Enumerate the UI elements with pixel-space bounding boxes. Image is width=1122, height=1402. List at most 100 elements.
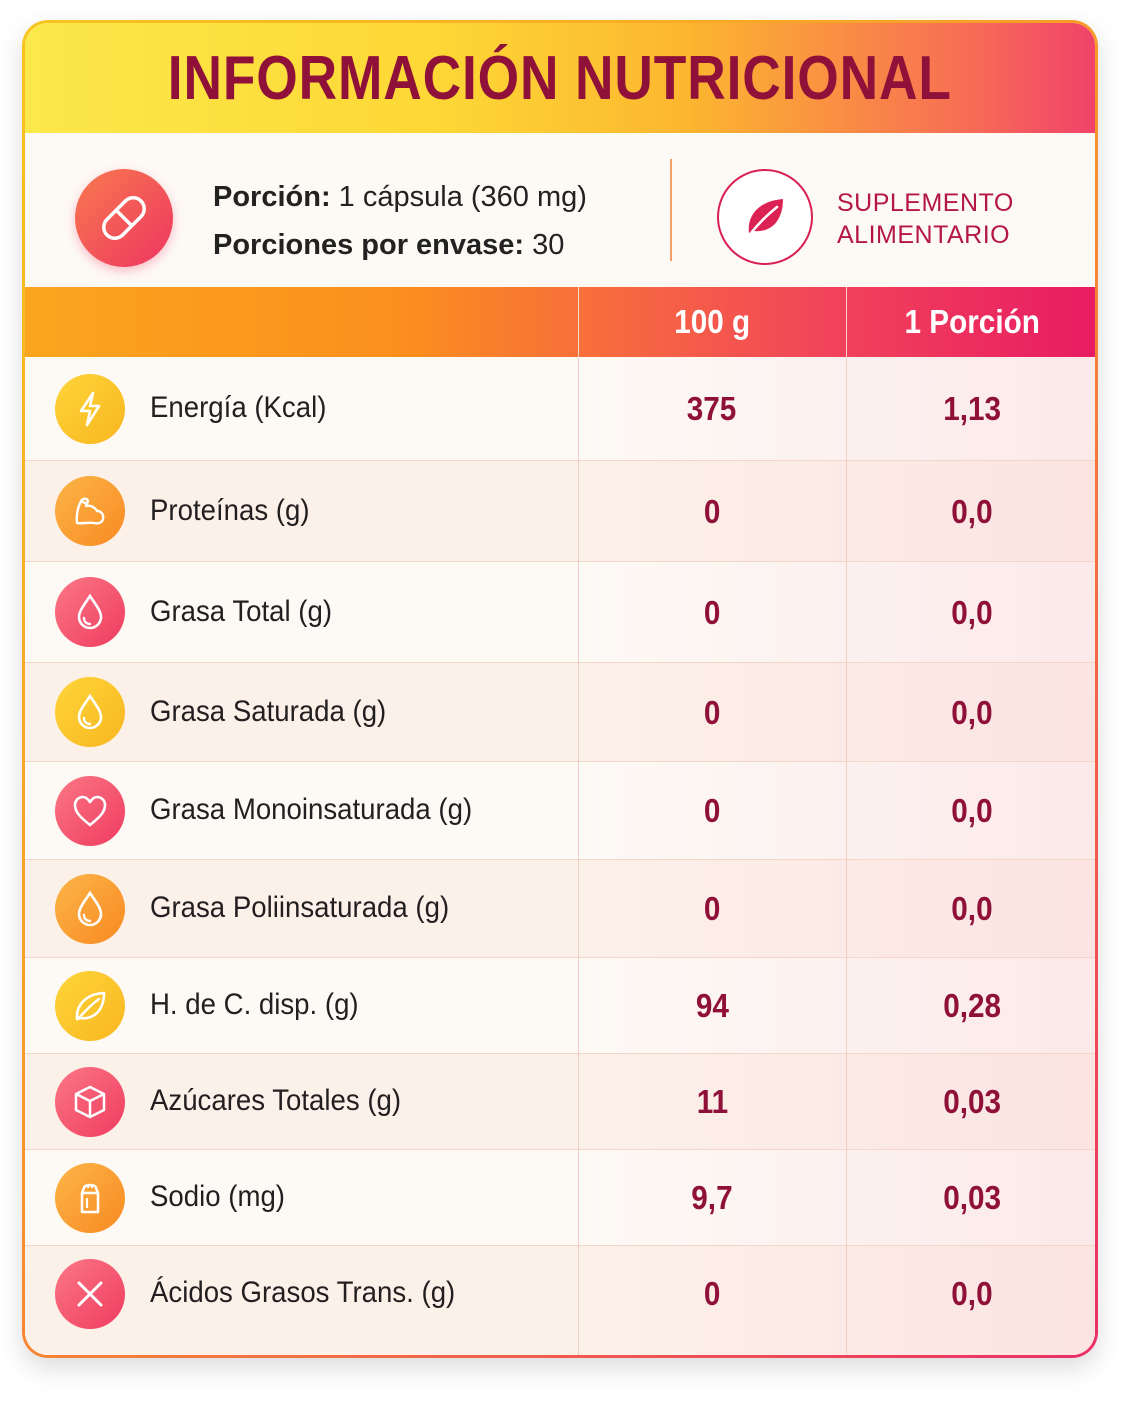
value-per-100g: 0 (578, 762, 846, 860)
value-per-portion: 0,0 (846, 562, 1095, 663)
value-per-100g-text: 0 (703, 1275, 721, 1312)
leaf-icon (717, 169, 813, 265)
nutrient-label: Proteínas (g) (150, 494, 323, 528)
value-per-portion-text: 0,0 (951, 593, 993, 631)
table-row: Azúcares Totales (g) 11 0,03 (25, 1054, 1095, 1150)
table-row: Sodio (mg) 9,7 0,03 (25, 1150, 1095, 1246)
sugar-cube-icon (55, 1067, 125, 1137)
drop-icon (55, 577, 125, 647)
serving-text: Porción: 1 cápsula (360 mg) Porciones po… (213, 173, 587, 269)
value-per-portion: 0,03 (846, 1150, 1095, 1246)
page-title: INFORMACIÓN NUTRICIONAL (168, 43, 952, 113)
value-per-portion: 0,03 (846, 1054, 1095, 1150)
nutrition-card: INFORMACIÓN NUTRICIONAL Porción: 1 cápsu… (22, 20, 1098, 1358)
portion-line: Porción: 1 cápsula (360 mg) (213, 173, 587, 221)
value-per-portion-text: 0,0 (951, 890, 993, 927)
value-per-100g-text: 375 (687, 390, 737, 427)
nutrient-label-text: Ácidos Grasos Trans. (g) (150, 1276, 456, 1309)
table-row: Ácidos Grasos Trans. (g) 0 0,0 (25, 1246, 1095, 1355)
value-per-100g: 0 (578, 461, 846, 562)
value-per-100g: 0 (578, 860, 846, 958)
nutrient-label: Sodio (mg) (150, 1180, 297, 1214)
nutrient-label: Grasa Poliinsaturada (g) (150, 891, 475, 925)
value-per-100g-text: 0 (703, 792, 721, 829)
value-per-portion: 0,0 (846, 663, 1095, 762)
nutrient-label-text: Azúcares Totales (g) (150, 1084, 402, 1117)
value-per-100g-text: 11 (696, 1083, 728, 1120)
nutrient-label-text: Grasa Poliinsaturada (g) (150, 891, 450, 924)
x-icon (55, 1259, 125, 1329)
value-per-100g: 0 (578, 663, 846, 762)
divider (670, 159, 672, 261)
bicep-icon (55, 476, 125, 546)
header-per-portion: 1 Porción (846, 287, 1095, 357)
nutrient-label: Grasa Saturada (g) (150, 695, 407, 729)
heart-icon (55, 776, 125, 846)
table-row: Grasa Total (g) 0 0,0 (25, 562, 1095, 663)
nutrient-label: Grasa Total (g) (150, 595, 348, 629)
servings-value: 30 (524, 229, 565, 261)
value-per-portion-text: 0,03 (943, 1083, 1001, 1120)
portion-label: Porción: (213, 181, 331, 213)
table-row: H. de C. disp. (g) 94 0,28 (25, 958, 1095, 1054)
header-divider (846, 287, 847, 357)
servings-line: Porciones por envase: 30 (213, 221, 587, 269)
column-divider (846, 357, 847, 1355)
value-per-100g-text: 9,7 (691, 1179, 733, 1216)
value-per-portion: 0,0 (846, 1246, 1095, 1342)
header-divider (578, 287, 579, 357)
value-per-100g: 9,7 (578, 1150, 846, 1246)
value-per-portion: 0,0 (846, 461, 1095, 562)
nutrient-label: Azúcares Totales (g) (150, 1084, 423, 1118)
header-per-100g-label: 100 g (674, 303, 750, 340)
nutrient-label-text: Sodio (mg) (150, 1180, 285, 1213)
table-row: Grasa Monoinsaturada (g) 0 0,0 (25, 762, 1095, 860)
serving-info: Porción: 1 cápsula (360 mg) Porciones po… (25, 133, 1095, 287)
nutrient-label-text: Energía (Kcal) (150, 391, 327, 424)
supplement-label: SUPLEMENTO ALIMENTARIO (837, 187, 1014, 251)
value-per-100g: 94 (578, 958, 846, 1054)
value-per-100g: 0 (578, 1246, 846, 1342)
value-per-portion-text: 0,0 (951, 792, 993, 829)
nutrient-label-text: Proteínas (g) (150, 494, 310, 527)
value-per-100g-text: 0 (703, 593, 721, 631)
value-per-100g-text: 0 (703, 693, 721, 731)
value-per-100g-text: 0 (703, 890, 721, 927)
lightning-icon (55, 374, 125, 444)
table-row: Grasa Poliinsaturada (g) 0 0,0 (25, 860, 1095, 958)
value-per-100g: 11 (578, 1054, 846, 1150)
value-per-portion-text: 0,03 (943, 1179, 1001, 1216)
drop-icon (55, 677, 125, 747)
header-per-portion-label: 1 Porción (904, 303, 1040, 340)
header-per-100g: 100 g (578, 287, 846, 357)
table-row: Energía (Kcal) 375 1,13 (25, 357, 1095, 461)
table-row: Grasa Saturada (g) 0 0,0 (25, 663, 1095, 762)
supplement-line-2: ALIMENTARIO (837, 221, 1011, 249)
value-per-100g-text: 94 (695, 987, 729, 1024)
nutrient-label-text: H. de C. disp. (g) (150, 988, 359, 1021)
nutrition-panel: INFORMACIÓN NUTRICIONAL Porción: 1 cápsu… (25, 23, 1095, 1355)
header-nutrient (25, 287, 578, 357)
table-row: Proteínas (g) 0 0,0 (25, 461, 1095, 562)
value-per-portion-text: 1,13 (943, 390, 1001, 427)
value-per-100g: 0 (578, 562, 846, 663)
portion-value: 1 cápsula (360 mg) (330, 181, 587, 213)
value-per-portion: 0,0 (846, 762, 1095, 860)
nutrient-label-text: Grasa Monoinsaturada (g) (150, 793, 473, 826)
nutrient-label-text: Grasa Total (g) (150, 595, 333, 628)
capsule-icon (75, 169, 173, 267)
column-divider (578, 357, 579, 1355)
value-per-portion-text: 0,0 (951, 1275, 993, 1312)
table-header: 100 g 1 Porción (25, 287, 1095, 357)
nutrient-label: Energía (Kcal) (150, 391, 342, 425)
leaf-icon (55, 971, 125, 1041)
drop-icon (55, 874, 125, 944)
salt-shaker-icon (55, 1163, 125, 1233)
value-per-100g: 375 (578, 357, 846, 461)
value-per-portion-text: 0,0 (951, 492, 993, 530)
nutrient-label: H. de C. disp. (g) (150, 988, 377, 1022)
nutrient-label: Ácidos Grasos Trans. (g) (150, 1276, 482, 1310)
nutrient-label: Grasa Monoinsaturada (g) (150, 793, 500, 827)
nutrient-label-text: Grasa Saturada (g) (150, 695, 387, 728)
value-per-portion: 1,13 (846, 357, 1095, 461)
